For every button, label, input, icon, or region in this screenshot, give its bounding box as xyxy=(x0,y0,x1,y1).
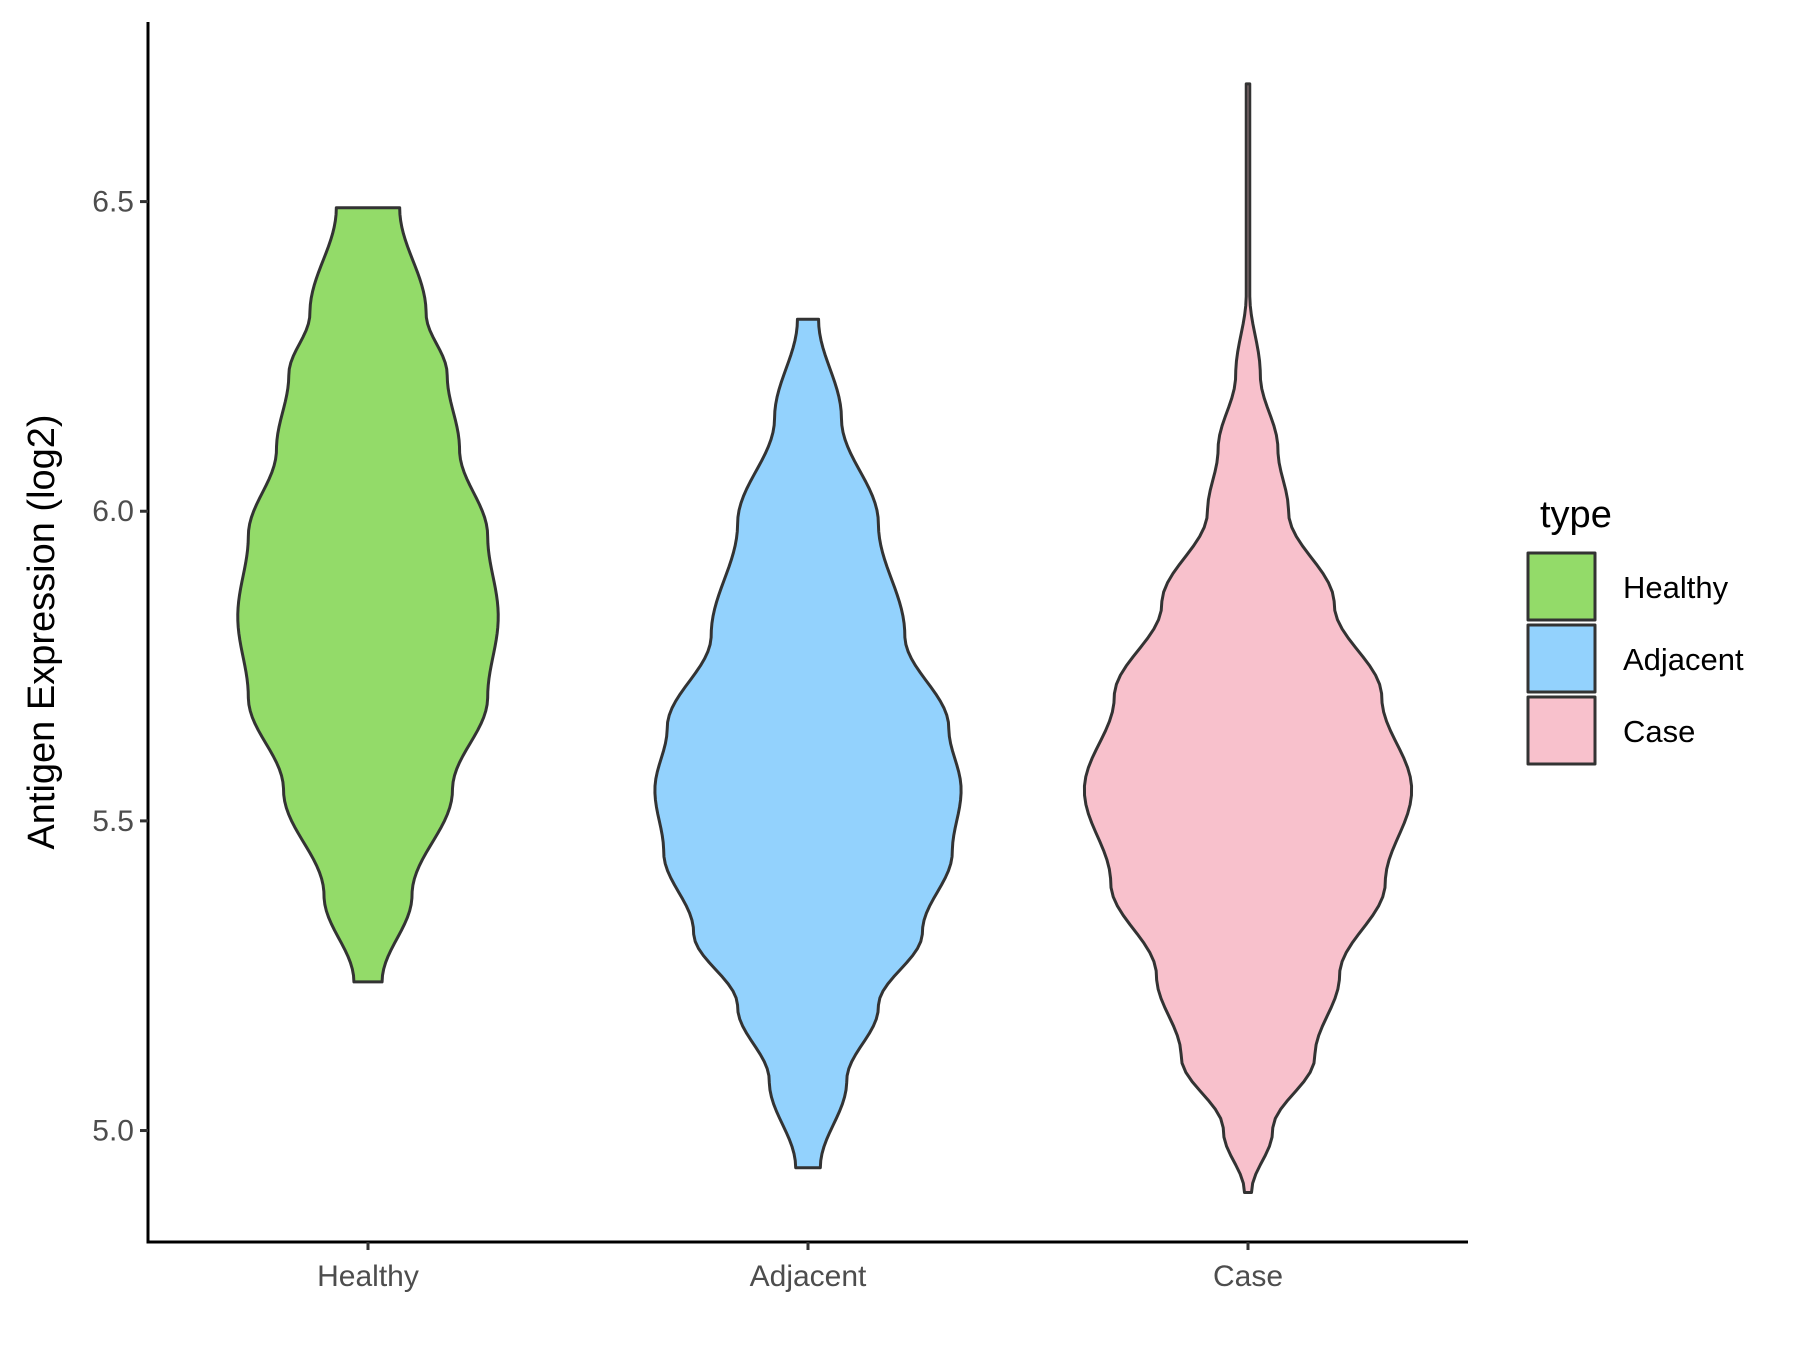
x-tick-label-1: Adjacent xyxy=(750,1260,867,1293)
y-tick-label-3: 6.5 xyxy=(92,186,134,219)
x-tick-label-0: Healthy xyxy=(317,1260,419,1293)
legend-label-healthy: Healthy xyxy=(1623,570,1729,605)
violin-case xyxy=(1084,84,1411,1193)
y-axis-ticks: 5.0 5.5 6.0 6.5 xyxy=(92,186,148,1148)
legend-label-adjacent: Adjacent xyxy=(1623,642,1744,677)
violins-group xyxy=(238,84,1412,1193)
violin-healthy xyxy=(238,208,498,982)
violin-adjacent xyxy=(655,319,961,1167)
legend: type Healthy Adjacent Case xyxy=(1528,494,1744,764)
legend-label-case: Case xyxy=(1623,714,1695,749)
legend-key-case xyxy=(1528,697,1595,764)
legend-key-healthy xyxy=(1528,553,1595,620)
y-axis-title: Antigen Expression (log2) xyxy=(21,414,63,849)
legend-items: Healthy Adjacent Case xyxy=(1528,553,1744,764)
y-tick-label-0: 5.0 xyxy=(92,1115,134,1148)
y-tick-label-2: 6.0 xyxy=(92,495,134,528)
legend-key-adjacent xyxy=(1528,625,1595,692)
y-tick-label-1: 5.5 xyxy=(92,805,134,838)
legend-title: type xyxy=(1540,494,1612,536)
x-tick-label-2: Case xyxy=(1213,1260,1283,1293)
x-axis-ticks: Healthy Adjacent Case xyxy=(317,1242,1283,1293)
